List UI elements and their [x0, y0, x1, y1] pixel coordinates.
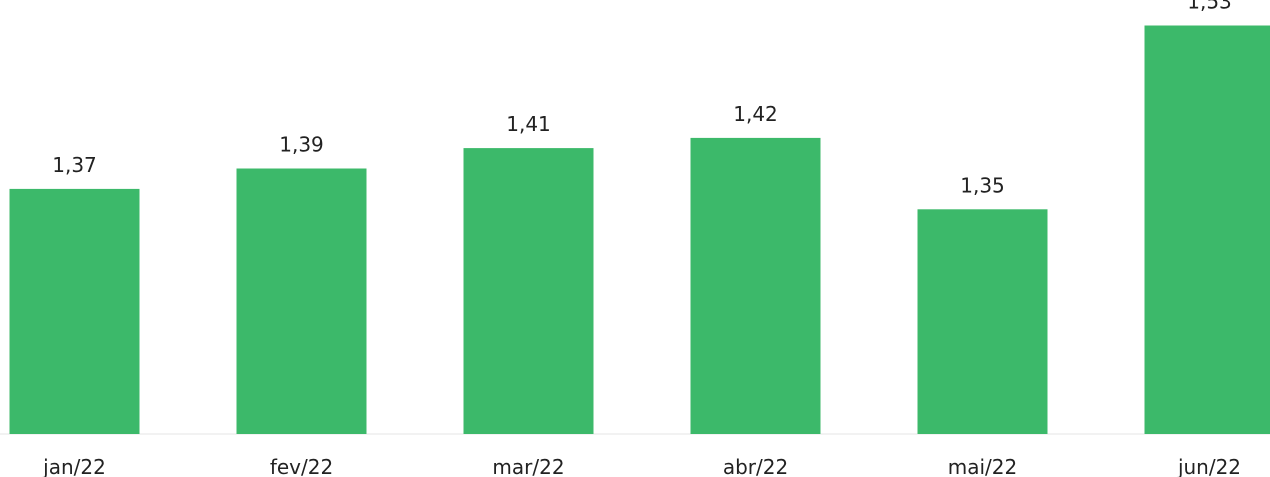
category-label-jan/22: jan/22 — [42, 455, 106, 477]
value-label-fev/22: 1,39 — [279, 133, 324, 157]
category-label-fev/22: fev/22 — [270, 455, 333, 477]
bar-abr/22 — [690, 137, 821, 434]
bar-mai/22 — [917, 209, 1048, 434]
bars-group — [9, 25, 1270, 434]
category-label-jun/22: jun/22 — [1177, 455, 1241, 477]
category-label-abr/22: abr/22 — [723, 455, 788, 477]
value-label-abr/22: 1,42 — [733, 102, 778, 126]
category-label-mai/22: mai/22 — [948, 455, 1017, 477]
category-label-mar/22: mar/22 — [492, 455, 564, 477]
value-label-mai/22: 1,35 — [960, 173, 1005, 197]
bar-jan/22 — [9, 188, 140, 434]
value-label-jun/22: 1,53 — [1187, 0, 1232, 14]
value-label-jan/22: 1,37 — [52, 153, 97, 177]
bar-jun/22 — [1144, 25, 1270, 434]
bar-mar/22 — [463, 148, 594, 434]
bar-fev/22 — [236, 168, 367, 434]
value-label-mar/22: 1,41 — [506, 112, 551, 136]
category-labels-group: jan/22 fev/22 mar/22 abr/22 mai/22 jun/22 — [42, 455, 1241, 477]
value-labels-group: 1,37 1,39 1,41 1,42 1,35 1,53 — [52, 0, 1232, 197]
